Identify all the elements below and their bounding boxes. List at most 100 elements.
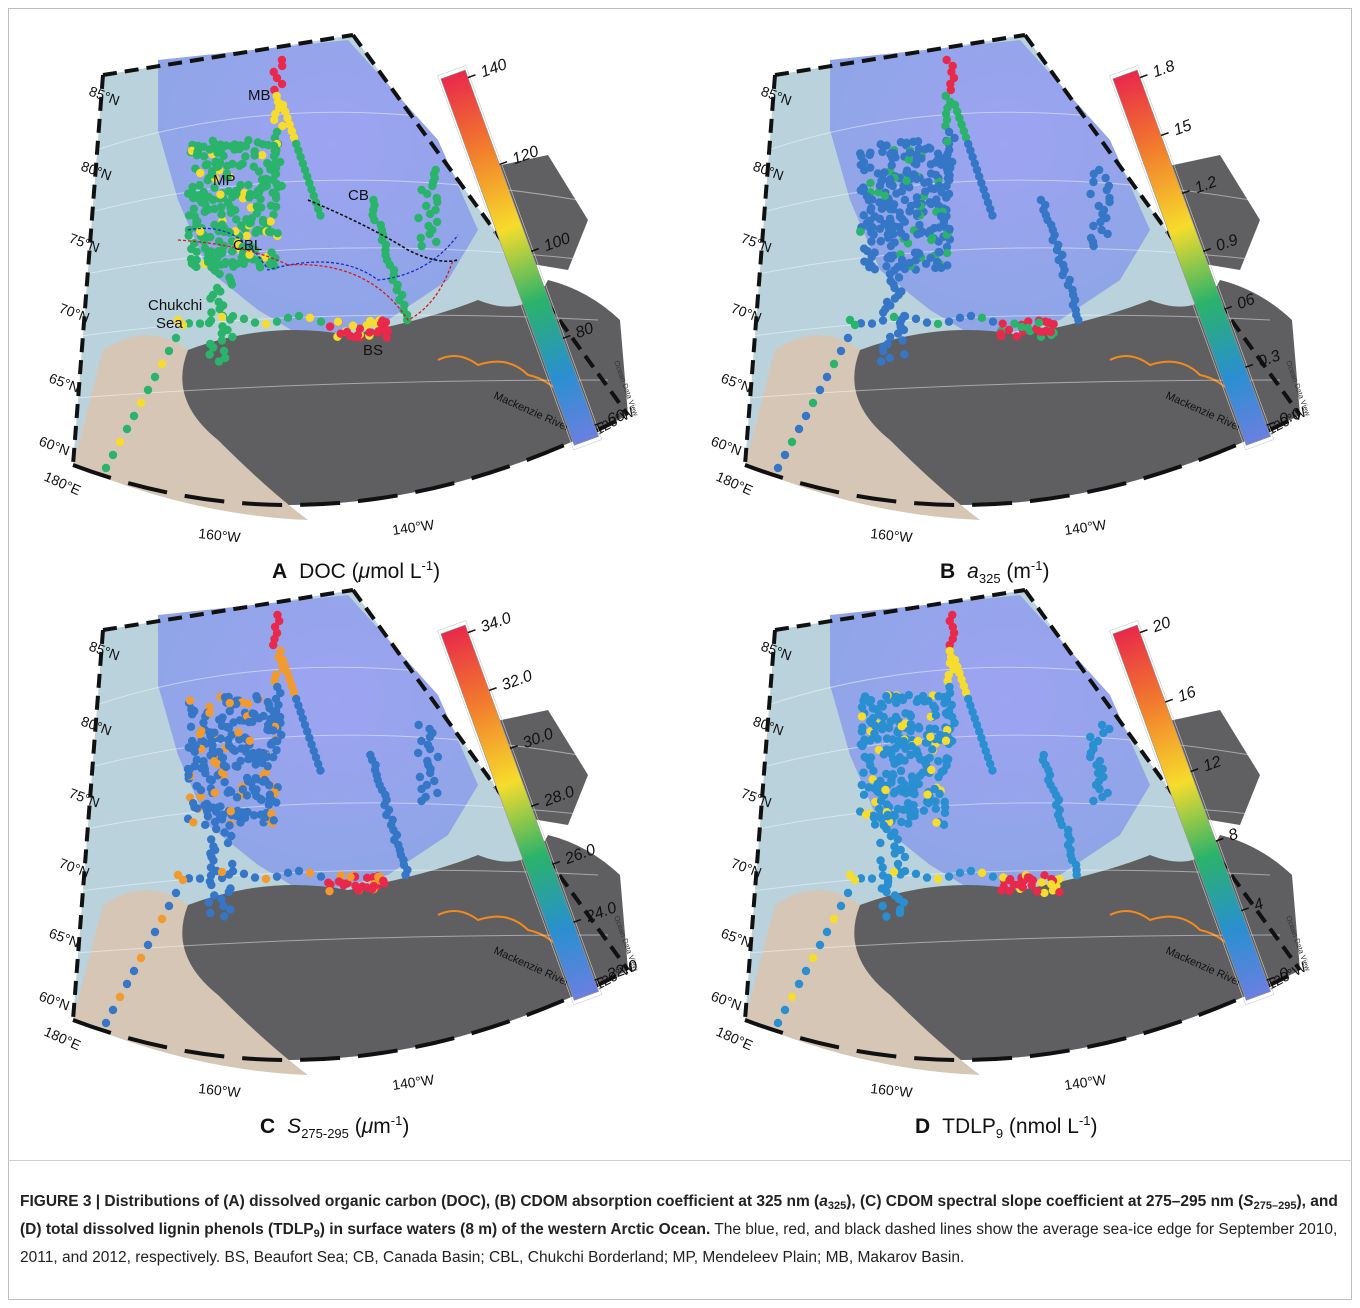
station-point <box>227 142 236 151</box>
station-point <box>281 662 290 671</box>
station-point <box>858 741 867 751</box>
station-point <box>961 688 971 697</box>
station-point <box>432 237 441 247</box>
station-point <box>843 888 853 898</box>
station-point <box>351 881 360 891</box>
longitude-label: 140°W <box>391 1071 436 1093</box>
station-point <box>942 181 951 191</box>
station-point <box>808 953 818 963</box>
station-point <box>1105 197 1114 207</box>
station-point <box>250 318 260 327</box>
station-point <box>822 927 832 937</box>
station-point <box>1092 760 1101 770</box>
station-point <box>197 726 206 736</box>
station-point <box>983 753 993 762</box>
station-point <box>874 783 883 792</box>
map-panel-a: Mackenzie River 85°N 80°N 75°N 70°N 65°N 60°N 1… <box>8 20 680 580</box>
station-point <box>266 217 275 226</box>
station-point <box>244 717 254 727</box>
station-point <box>305 313 315 323</box>
station-point <box>897 187 907 196</box>
station-point <box>216 287 225 296</box>
station-point <box>261 874 271 884</box>
station-point <box>213 803 223 812</box>
station-point <box>382 810 391 820</box>
station-point <box>269 707 278 717</box>
station-point <box>150 927 160 937</box>
station-point <box>273 228 282 238</box>
station-point <box>977 868 987 878</box>
station-point <box>950 718 959 728</box>
map-svg: Mackenzie River85°N80°N75°N70°N65°N60°N1… <box>709 588 1313 1100</box>
station-point <box>190 747 199 757</box>
station-point <box>972 165 982 175</box>
station-point <box>265 790 275 799</box>
colorbar-tick-label: 15 <box>1171 117 1194 139</box>
station-point <box>944 317 954 326</box>
map-svg: Mackenzie River85°N80°N75°N70°N65°N60°N1… <box>37 588 641 1100</box>
station-point <box>911 314 921 324</box>
station-point <box>196 168 205 178</box>
station-point <box>886 150 895 159</box>
station-point <box>867 252 876 262</box>
station-point <box>296 152 305 162</box>
station-point <box>243 699 253 709</box>
station-point <box>325 886 334 896</box>
station-point <box>208 195 218 205</box>
station-point <box>209 856 218 865</box>
station-point <box>966 701 975 710</box>
station-point <box>955 668 964 678</box>
station-point <box>780 1005 790 1015</box>
station-point <box>257 151 267 160</box>
station-point <box>822 372 832 382</box>
station-point <box>260 775 269 785</box>
station-point <box>901 789 911 798</box>
station-point <box>888 181 897 191</box>
station-point <box>858 186 867 196</box>
station-point <box>171 333 181 343</box>
station-point <box>270 115 279 125</box>
colorbar-tick-label: 80 <box>573 320 596 342</box>
station-point <box>253 695 262 704</box>
station-point <box>942 55 951 65</box>
latitude-label: 65°N <box>47 370 82 396</box>
station-point <box>910 807 919 816</box>
station-point <box>913 137 923 146</box>
station-point <box>882 824 891 834</box>
station-point <box>239 314 249 324</box>
station-point <box>882 887 891 897</box>
station-point <box>794 424 804 434</box>
station-point <box>348 321 358 330</box>
station-point <box>195 191 204 200</box>
colorbar-tick-label: 0.9 <box>1214 231 1241 255</box>
station-point <box>896 137 906 147</box>
station-point <box>115 437 125 447</box>
longitude-label: 140°W <box>1063 516 1108 538</box>
station-point <box>857 702 867 712</box>
station-point <box>1095 784 1104 794</box>
station-point <box>223 198 233 207</box>
colorbar-tick-label: 0.3 <box>1256 347 1283 371</box>
latitude-label: 65°N <box>47 925 82 951</box>
station-point <box>115 992 125 1002</box>
station-point <box>108 450 118 460</box>
station-point <box>829 359 839 369</box>
station-point <box>316 872 326 881</box>
colorbar-tick-label: 0.0 <box>1277 405 1304 429</box>
station-point <box>921 187 930 196</box>
station-point <box>241 142 251 151</box>
station-point <box>249 811 259 820</box>
station-point <box>966 311 976 321</box>
station-point <box>228 332 237 342</box>
station-point <box>878 147 887 157</box>
station-point <box>850 320 860 330</box>
station-point <box>373 328 383 337</box>
station-point <box>224 741 234 750</box>
station-point <box>892 698 901 708</box>
station-point <box>878 863 887 872</box>
station-point <box>959 681 968 691</box>
station-point <box>863 246 872 256</box>
station-point <box>787 437 797 447</box>
station-point <box>1086 732 1095 742</box>
